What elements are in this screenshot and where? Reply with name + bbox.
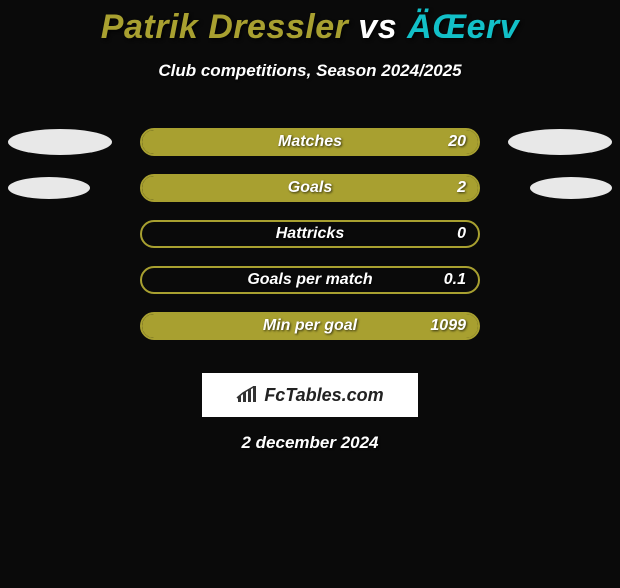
stat-label: Goals per match <box>142 268 478 292</box>
stat-value: 2 <box>457 176 466 200</box>
left-value-ellipse <box>8 129 112 155</box>
stat-value: 1099 <box>430 314 466 338</box>
left-value-ellipse <box>8 177 90 199</box>
fctables-logo[interactable]: FcTables.com <box>202 373 418 417</box>
right-value-ellipse <box>508 129 612 155</box>
stat-row: Min per goal 1099 <box>0 303 620 349</box>
stat-row: Hattricks 0 <box>0 211 620 257</box>
player1-name: Patrik Dressler <box>101 8 349 46</box>
stat-label: Hattricks <box>142 222 478 246</box>
date-text: 2 december 2024 <box>0 433 620 453</box>
stat-label: Goals <box>142 176 478 200</box>
stat-label: Min per goal <box>142 314 478 338</box>
stat-bar: Min per goal 1099 <box>140 312 480 340</box>
stat-value: 20 <box>448 130 466 154</box>
subtitle: Club competitions, Season 2024/2025 <box>0 61 620 81</box>
stat-bar: Hattricks 0 <box>140 220 480 248</box>
stat-bar: Goals per match 0.1 <box>140 266 480 294</box>
comparison-title: Patrik Dressler vs ÄŒerv <box>0 8 620 47</box>
stat-value: 0.1 <box>444 268 466 292</box>
stat-bar: Goals 2 <box>140 174 480 202</box>
bar-chart-icon <box>236 386 258 404</box>
stat-row: Goals 2 <box>0 165 620 211</box>
vs-text: vs <box>358 8 397 46</box>
stats-area: Matches 20 Goals 2 Hattricks 0 Goals per… <box>0 119 620 349</box>
stat-bar: Matches 20 <box>140 128 480 156</box>
stat-value: 0 <box>457 222 466 246</box>
stat-row: Goals per match 0.1 <box>0 257 620 303</box>
logo-text: FcTables.com <box>264 385 383 406</box>
right-value-ellipse <box>530 177 612 199</box>
player2-name: ÄŒerv <box>407 8 519 46</box>
stat-row: Matches 20 <box>0 119 620 165</box>
stat-label: Matches <box>142 130 478 154</box>
